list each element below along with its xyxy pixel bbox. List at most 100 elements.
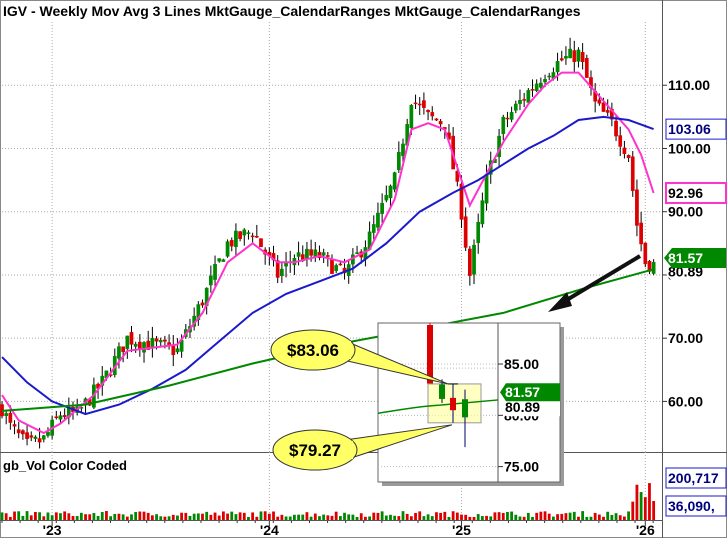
volume-bar: [313, 513, 317, 520]
volume-bar: [593, 512, 597, 520]
volume-bar: [635, 484, 639, 520]
candle: [325, 251, 330, 267]
candle: [234, 223, 238, 256]
volume-bar: [242, 512, 246, 520]
candle-body: [371, 224, 376, 233]
candle: [384, 185, 389, 203]
candle-body: [601, 102, 606, 112]
volume-bar: [226, 513, 229, 520]
x-tick-label: '24: [260, 522, 279, 538]
candle: [476, 213, 481, 254]
volume-bar: [338, 516, 342, 520]
volume-bar: [4, 513, 8, 520]
volume-bar: [34, 511, 37, 520]
candle: [534, 79, 539, 93]
inset-sma-tag-box: [500, 398, 560, 417]
candle-body: [459, 183, 464, 220]
volume-bar: [322, 514, 326, 520]
volume-bar: [280, 514, 284, 520]
candle-body: [175, 348, 180, 353]
candle: [401, 138, 405, 163]
volume-bar: [167, 516, 171, 520]
volume-tag-1-label: 200,717: [668, 470, 719, 486]
pink-ma-tag-frame: [665, 181, 727, 204]
volume-bar: [648, 483, 651, 520]
candle: [501, 114, 506, 141]
candle-body: [376, 212, 380, 228]
candle: [480, 192, 485, 228]
candle-body: [455, 171, 460, 182]
inset-last-price-tag: 81.57: [500, 383, 560, 402]
volume-bar: [100, 511, 104, 520]
volume-bar: [71, 516, 75, 520]
candle: [58, 411, 63, 425]
candle-body: [213, 263, 217, 280]
volume-bar: [643, 497, 647, 520]
candle: [242, 228, 247, 246]
candle: [584, 54, 589, 78]
candle-body: [513, 103, 518, 111]
candle-body: [384, 195, 389, 201]
volume-bar: [184, 512, 188, 520]
candle-body: [463, 216, 468, 248]
volume-bar: [272, 511, 275, 520]
volume-bar: [347, 514, 351, 520]
candle: [254, 224, 259, 238]
candle: [338, 261, 343, 266]
candle-body: [509, 112, 514, 120]
candle-body: [133, 343, 138, 347]
volume-bar: [217, 515, 221, 520]
volume-bar: [606, 511, 610, 520]
x-tick-label: '25: [452, 522, 471, 538]
candle: [16, 421, 21, 439]
volume-bar: [196, 513, 200, 520]
volume-bar: [326, 515, 330, 520]
candle-body: [635, 189, 639, 226]
candle-body: [142, 342, 146, 353]
y-tick-label: 100.00: [668, 140, 711, 156]
candle-body: [154, 338, 159, 342]
y-tick-label: 70.00: [668, 330, 703, 346]
candle: [280, 261, 284, 283]
candle-body: [380, 202, 384, 214]
candle-body: [150, 337, 155, 348]
candle: [643, 242, 648, 268]
volume-bar: [67, 513, 71, 520]
candle: [209, 265, 213, 293]
low-callout: $79.27: [272, 424, 453, 471]
volume-bar: [535, 512, 539, 520]
volume-bar: [435, 512, 438, 520]
low-callout-ellipse: [272, 429, 358, 471]
candle-body: [259, 238, 263, 248]
candle-body: [564, 56, 568, 59]
candle-body: [238, 231, 242, 239]
candle: [572, 40, 577, 72]
candle-body: [21, 430, 25, 435]
candle-body: [626, 155, 631, 159]
volume-bar: [221, 511, 225, 520]
candle-body: [396, 152, 401, 171]
volume-bar: [309, 516, 313, 520]
candle-body: [572, 50, 577, 62]
candle: [62, 408, 67, 420]
volume-bar: [209, 514, 213, 520]
volume-bar: [506, 511, 509, 520]
volume-bar: [201, 513, 204, 520]
candle: [225, 239, 230, 258]
volume-bar: [623, 516, 626, 520]
candle-body: [317, 251, 322, 258]
volume-bar: [138, 511, 142, 520]
volume-bar: [176, 515, 179, 520]
candle: [639, 211, 643, 252]
candle: [630, 151, 635, 197]
candle-body: [229, 240, 234, 247]
volume-tag-1: 200,717: [664, 468, 726, 488]
candle-body: [296, 252, 301, 257]
volume-tag-2-box: [664, 496, 726, 516]
candle: [275, 255, 280, 284]
high-callout: $83.06: [270, 329, 449, 385]
volume-bar: [63, 511, 67, 520]
candle: [547, 72, 552, 81]
volume-bar: [234, 514, 238, 520]
